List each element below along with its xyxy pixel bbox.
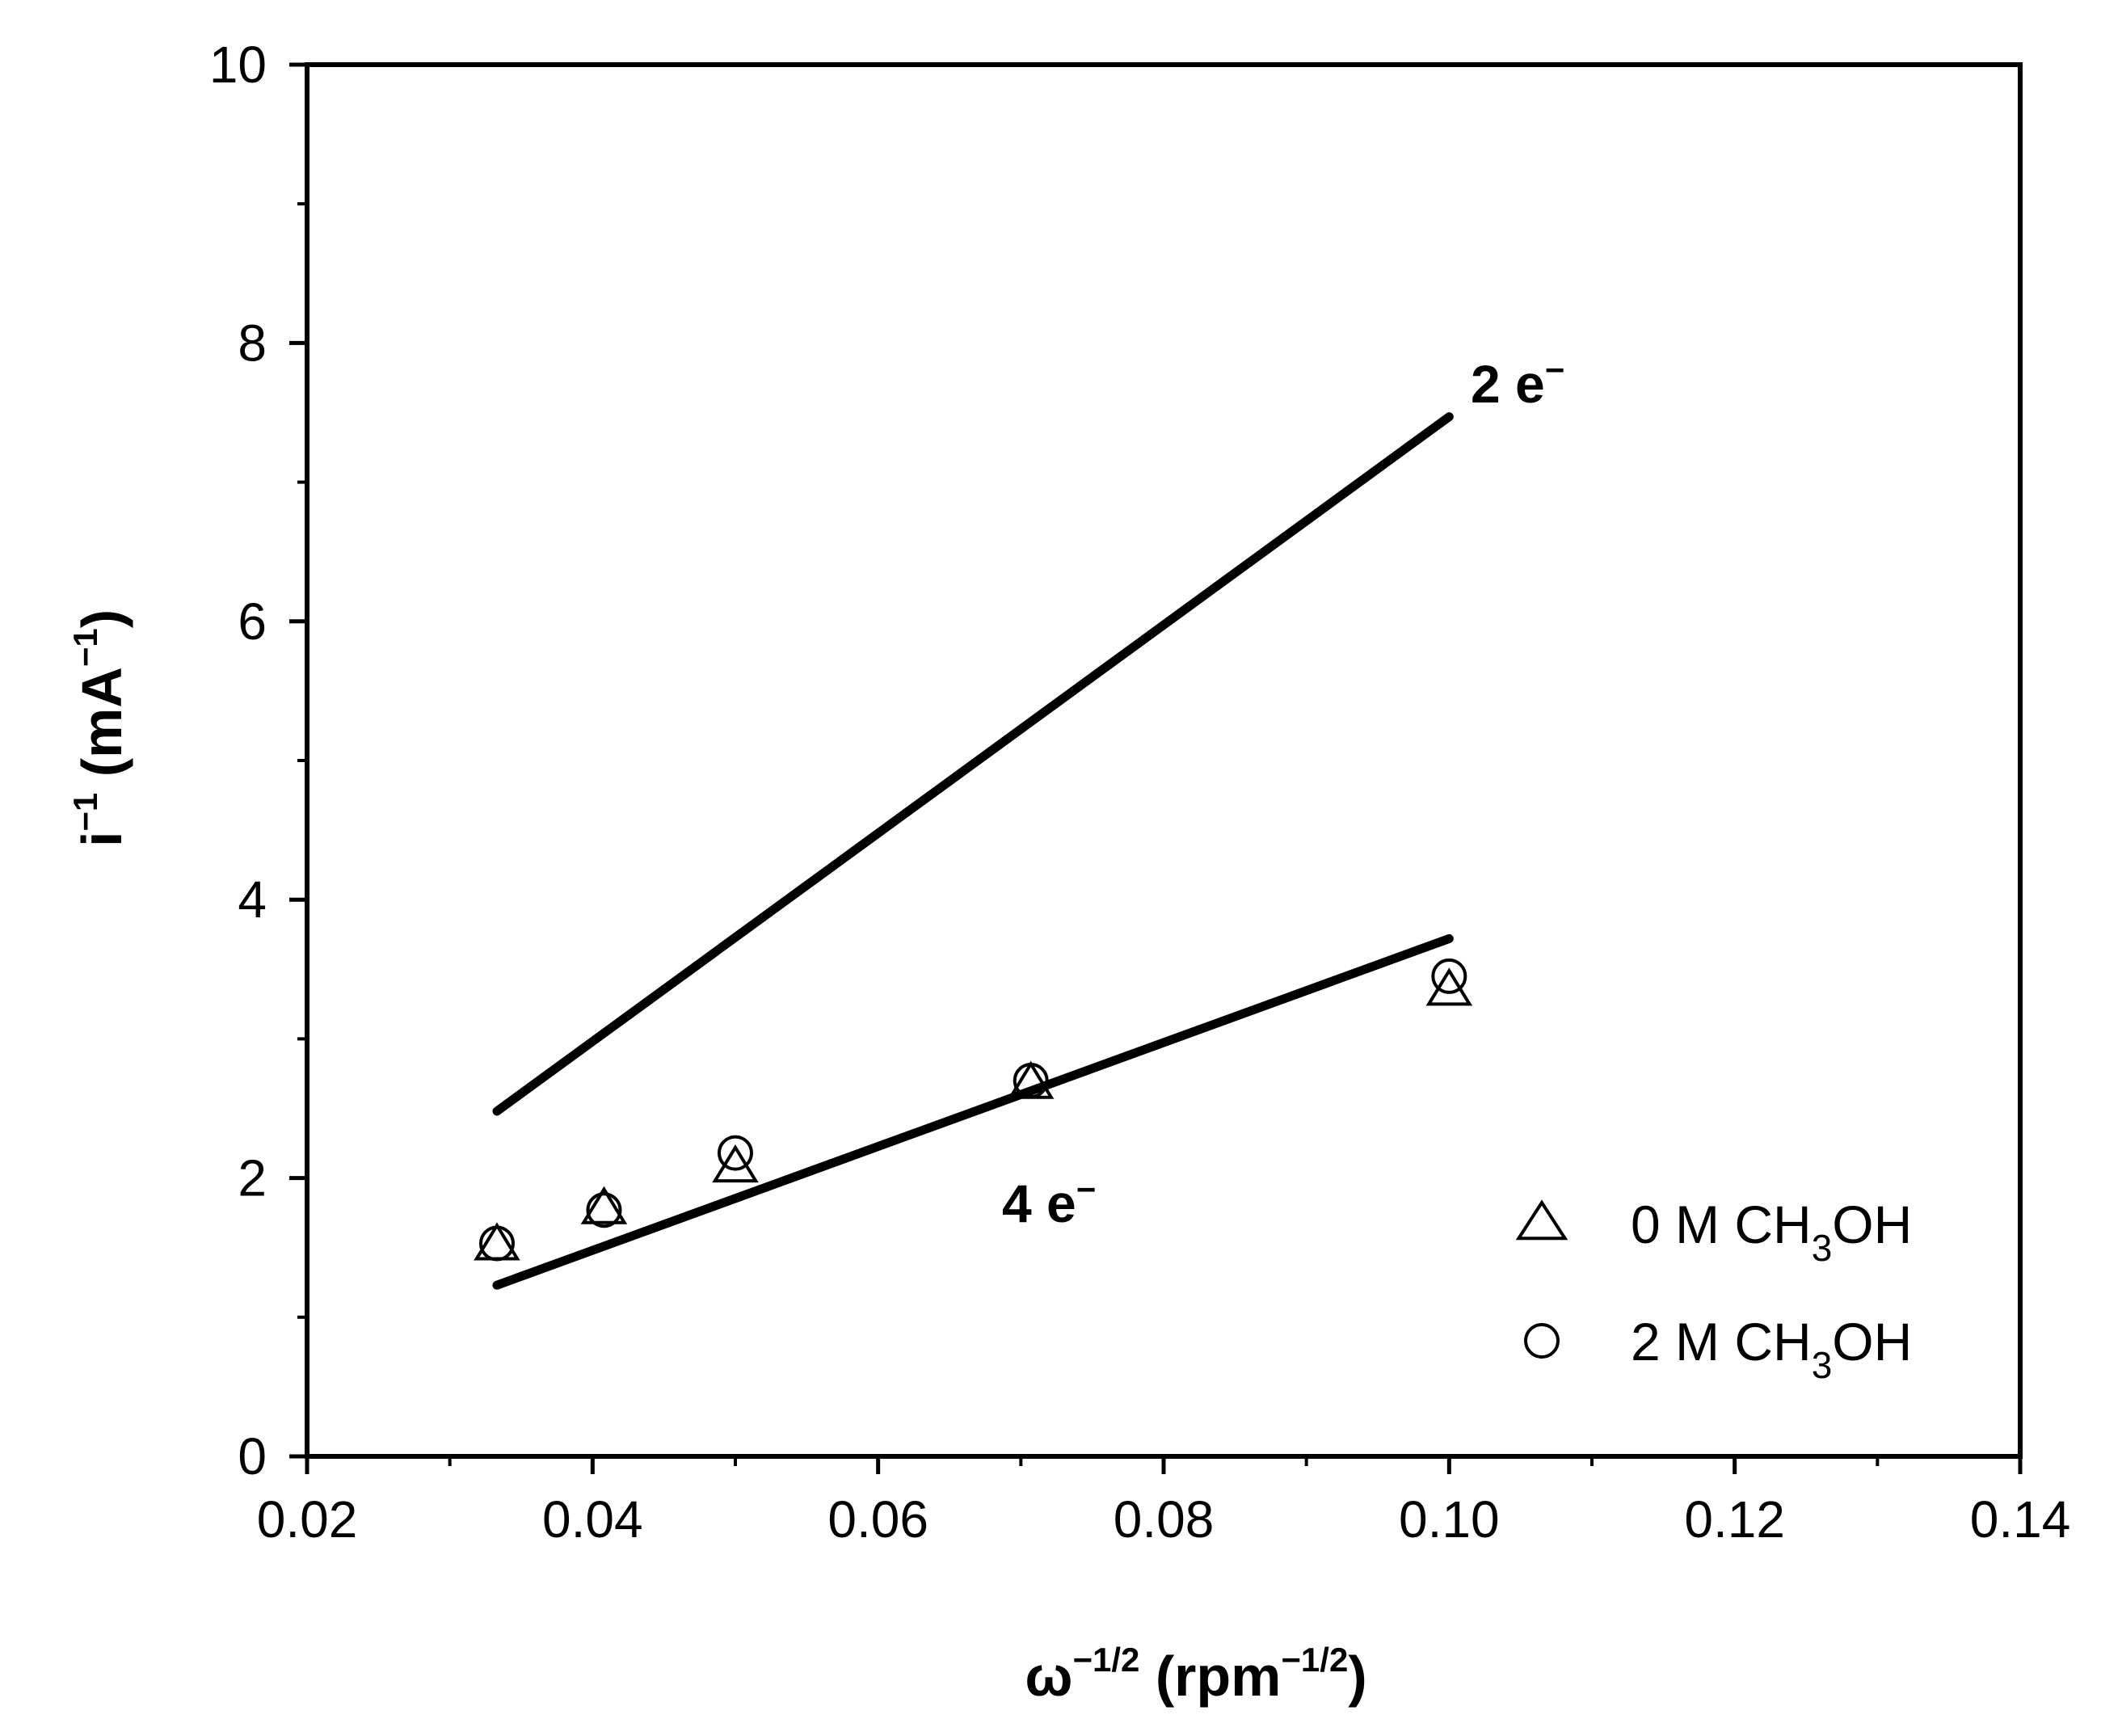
- circle-marker: [718, 1135, 753, 1171]
- y-title-base: i: [70, 832, 133, 847]
- annotation-4e-sup: −: [1076, 1170, 1097, 1208]
- x-tick-label: 0.12: [1684, 1490, 1785, 1548]
- legend-label-pre: 2 M CH: [1631, 1312, 1812, 1372]
- x-tick-label: 0.10: [1399, 1490, 1500, 1548]
- annotation-4e: 4 e−: [1002, 1170, 1096, 1233]
- y-tick-label: 10: [209, 36, 267, 94]
- triangle-marker: [580, 1186, 628, 1224]
- x-title-unit-sup: −1/2: [1281, 1641, 1348, 1679]
- circle-marker: [1431, 958, 1467, 994]
- ticks-layer: 0.02 0.04 0.06 0.08 0.10 0.12 0.14 0 2 4 6 8 10: [209, 36, 2070, 1548]
- annotation-4e-base: 4 e: [1002, 1173, 1076, 1233]
- data-markers: [474, 958, 1473, 1262]
- legend-label-post: OH: [1832, 1312, 1912, 1372]
- x-title-base: ω: [1025, 1645, 1072, 1708]
- x-axis-title: ω−1/2 (rpm−1/2): [1025, 1641, 1366, 1708]
- annotation-2e-base: 2 e: [1471, 354, 1545, 414]
- annotation-2e-sup: −: [1545, 351, 1565, 389]
- fit-line-1: [492, 412, 1454, 1116]
- y-title-unit-close: ): [70, 609, 133, 628]
- line-annotations: 2 e−4 e−: [1002, 351, 1564, 1233]
- y-axis-title: i−1 (mA−1): [66, 609, 133, 847]
- circle-marker: [586, 1192, 622, 1228]
- legend-label: 2 M CH3OH: [1631, 1312, 1912, 1386]
- legend-triangle-icon: [1515, 1199, 1568, 1241]
- circle-marker: [1013, 1063, 1049, 1099]
- y-tick-label: 2: [238, 1149, 267, 1207]
- plot-frame: [305, 62, 2023, 1459]
- legend-circle-icon: [1524, 1323, 1560, 1359]
- x-tick-label: 0.08: [1114, 1490, 1215, 1548]
- legend-label-sub: 3: [1812, 1227, 1833, 1269]
- x-tick-label: 0.14: [1970, 1490, 2071, 1548]
- fit-lines: [492, 412, 1454, 1290]
- x-title-base-sup: −1/2: [1072, 1641, 1139, 1679]
- y-title-base-sup: −1: [66, 793, 104, 832]
- legend-label: 0 M CH3OH: [1631, 1195, 1912, 1269]
- legend-label-post: OH: [1832, 1195, 1912, 1254]
- y-tick-label: 4: [238, 870, 267, 929]
- fit-line-2: [492, 933, 1454, 1290]
- x-tick-label: 0.02: [257, 1490, 358, 1548]
- x-title-unit-close: ): [1348, 1645, 1366, 1708]
- y-title-unit-open: (mA: [70, 667, 133, 793]
- x-title-unit-open: (rpm: [1139, 1645, 1281, 1708]
- y-title-unit-sup: −1: [66, 628, 104, 667]
- y-tick-label: 6: [238, 592, 267, 651]
- y-tick-label: 0: [238, 1427, 267, 1485]
- legend-label-pre: 0 M CH: [1631, 1195, 1812, 1254]
- y-tick-label: 8: [238, 314, 267, 372]
- legend-label-sub: 3: [1812, 1344, 1833, 1386]
- circle-marker: [478, 1225, 515, 1262]
- x-tick-label: 0.04: [542, 1490, 643, 1548]
- annotation-2e: 2 e−: [1471, 351, 1564, 414]
- x-tick-label: 0.06: [827, 1490, 928, 1548]
